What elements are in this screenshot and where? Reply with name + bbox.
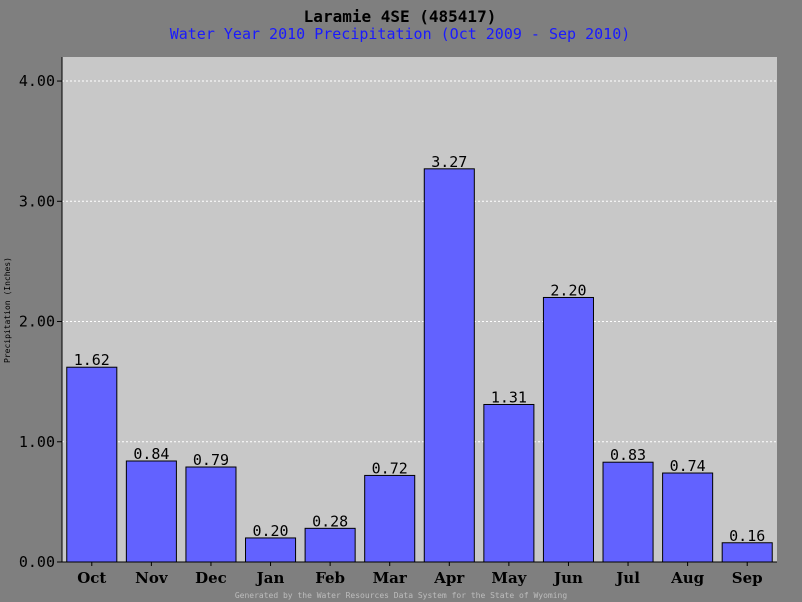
bar-jul <box>602 461 654 563</box>
plot-area <box>62 57 777 562</box>
bar-may <box>483 403 535 563</box>
data-label: 0.16 <box>729 527 765 545</box>
chart-title: Laramie 4SE (485417) <box>304 7 497 26</box>
bar-dec <box>185 466 237 563</box>
footer-credit: Generated by the Water Resources Data Sy… <box>235 591 568 600</box>
x-tick-label: Sep <box>732 569 763 587</box>
bar-jan <box>245 537 297 563</box>
y-tick-label: 1.00 <box>19 433 55 451</box>
x-axis-ticks: Oct Nov Dec Jan Feb Mar Apr May Jun Jul Aug Sep <box>77 562 763 587</box>
chart-subtitle: Water Year 2010 Precipitation (Oct 2009 … <box>170 25 631 43</box>
bar-mar <box>364 474 416 563</box>
bar-oct <box>66 366 118 563</box>
x-tick-label: Nov <box>135 569 169 587</box>
bar-jun <box>542 296 594 563</box>
y-tick-label: 3.00 <box>19 192 55 210</box>
bar-nov <box>125 460 177 563</box>
x-tick-label: Jul <box>614 569 640 587</box>
gridlines <box>62 80 777 443</box>
bar-sep <box>721 542 773 563</box>
data-label: 0.79 <box>193 451 229 469</box>
bar-aug <box>662 472 714 563</box>
data-label: 0.28 <box>312 512 348 530</box>
bar-apr <box>423 168 475 563</box>
x-tick-label: Feb <box>315 569 345 587</box>
x-tick-label: Aug <box>670 569 705 587</box>
data-label: 0.83 <box>610 446 646 464</box>
y-tick-label: 2.00 <box>19 313 55 331</box>
x-tick-label: Apr <box>433 569 465 587</box>
x-tick-label: Jun <box>552 569 583 587</box>
x-tick-label: Dec <box>195 569 227 587</box>
y-axis-ticks: 0.00 1.00 2.00 3.00 4.00 <box>19 72 62 571</box>
bar-feb <box>304 527 356 563</box>
data-label: 0.74 <box>670 457 706 475</box>
data-label: 3.27 <box>431 153 467 171</box>
data-labels: 1.62 0.84 0.79 0.20 0.28 0.72 3.27 1.31 2.20 0.83… <box>74 153 766 545</box>
x-tick-label: Mar <box>373 569 408 587</box>
y-tick-label: 0.00 <box>19 553 55 571</box>
data-label: 1.31 <box>491 388 527 406</box>
data-label: 0.72 <box>372 459 408 477</box>
x-tick-label: Jan <box>255 569 285 587</box>
y-axis-label: Precipitation (Inches) <box>3 257 12 363</box>
bars <box>66 168 773 563</box>
data-label: 2.20 <box>550 281 586 299</box>
data-label: 1.62 <box>74 351 110 369</box>
y-tick-label: 4.00 <box>19 72 55 90</box>
x-tick-label: May <box>491 569 527 587</box>
data-label: 0.20 <box>252 522 288 540</box>
data-label: 0.84 <box>133 445 169 463</box>
x-tick-label: Oct <box>77 569 106 587</box>
